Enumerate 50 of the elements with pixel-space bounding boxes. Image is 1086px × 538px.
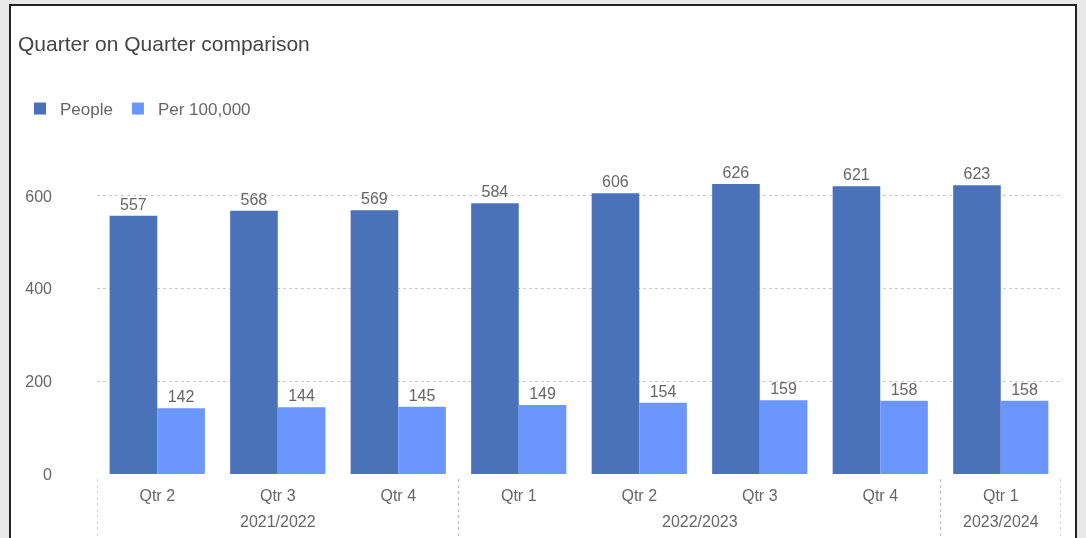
bar — [398, 406, 446, 474]
text: 2023/2024 — [963, 513, 1039, 530]
bar — [880, 400, 928, 474]
data-label: 584 — [481, 183, 509, 201]
text: 2022/2023 — [662, 513, 738, 530]
bar — [591, 193, 640, 474]
data-label: 568 — [240, 190, 268, 208]
legend-label: People — [60, 100, 113, 120]
data-label: 149 — [529, 384, 556, 402]
bar — [1000, 400, 1049, 474]
data-label: 142 — [167, 388, 195, 406]
data-label: 158 — [890, 380, 918, 398]
bar — [712, 183, 760, 474]
data-label: 557 — [120, 195, 147, 213]
x-tick-label: Qtr 3 — [741, 487, 778, 504]
bar — [518, 404, 567, 474]
data-label: 159 — [770, 380, 797, 398]
text: 2021/2022 — [240, 513, 316, 530]
data-label: 621 — [843, 166, 870, 184]
bar — [277, 407, 326, 474]
bar — [832, 186, 881, 474]
legend-label: Per 100,000 — [157, 100, 251, 120]
data-label: 606 — [602, 173, 629, 191]
bar — [109, 215, 158, 474]
data-label: 158 — [1011, 380, 1038, 398]
x-tick-label: Qtr 1 — [982, 487, 1019, 504]
y-tick-label: 400 — [25, 280, 53, 298]
text: Quarter on Quarter comparison — [18, 32, 310, 56]
y-tick-label: 600 — [25, 187, 53, 205]
bar — [759, 400, 808, 474]
x-tick-label: Qtr 4 — [380, 487, 417, 504]
x-tick-label: Qtr 2 — [621, 487, 658, 504]
bar — [350, 210, 399, 474]
bar — [157, 408, 205, 474]
data-label: 144 — [288, 387, 315, 405]
data-label: 145 — [408, 386, 436, 404]
bar — [639, 402, 687, 474]
data-label: 623 — [963, 165, 991, 183]
x-tick-label: Qtr 2 — [139, 487, 176, 504]
x-tick-label: Qtr 4 — [862, 487, 899, 504]
data-label: 626 — [722, 163, 750, 181]
y-tick-label: 200 — [25, 372, 53, 390]
bar — [953, 185, 1001, 474]
bar — [471, 203, 519, 474]
y-tick-label: 0 — [43, 465, 53, 483]
bar — [230, 210, 278, 474]
x-tick-label: Qtr 1 — [500, 487, 537, 504]
data-label: 569 — [361, 190, 388, 208]
data-label: 154 — [649, 382, 677, 400]
x-tick-label: Qtr 3 — [259, 487, 296, 504]
